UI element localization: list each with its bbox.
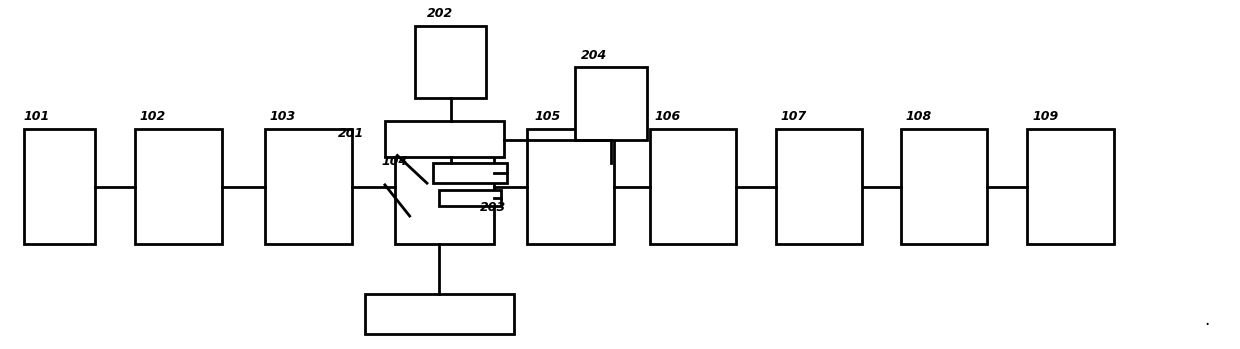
- Bar: [1027, 129, 1114, 244]
- Text: 105: 105: [534, 110, 560, 122]
- Text: 107: 107: [781, 110, 807, 122]
- Text: 102: 102: [140, 110, 166, 122]
- Bar: [384, 121, 503, 157]
- Bar: [265, 129, 351, 244]
- Text: 104: 104: [381, 155, 408, 168]
- Bar: [575, 67, 647, 140]
- Bar: [414, 25, 486, 98]
- Text: .: .: [1204, 311, 1209, 329]
- Bar: [650, 129, 737, 244]
- Bar: [439, 190, 501, 206]
- Text: 203: 203: [480, 201, 506, 214]
- Bar: [900, 129, 987, 244]
- Text: 108: 108: [905, 110, 932, 122]
- Bar: [776, 129, 863, 244]
- Text: 204: 204: [580, 49, 606, 62]
- Text: 202: 202: [427, 7, 454, 21]
- Text: 109: 109: [1032, 110, 1058, 122]
- Bar: [135, 129, 222, 244]
- Bar: [394, 129, 494, 244]
- Bar: [365, 294, 513, 334]
- Text: 101: 101: [24, 110, 50, 122]
- Bar: [433, 163, 507, 183]
- Bar: [24, 129, 95, 244]
- Bar: [527, 129, 614, 244]
- Text: 201: 201: [339, 127, 365, 140]
- Text: 103: 103: [270, 110, 296, 122]
- Text: 106: 106: [655, 110, 681, 122]
